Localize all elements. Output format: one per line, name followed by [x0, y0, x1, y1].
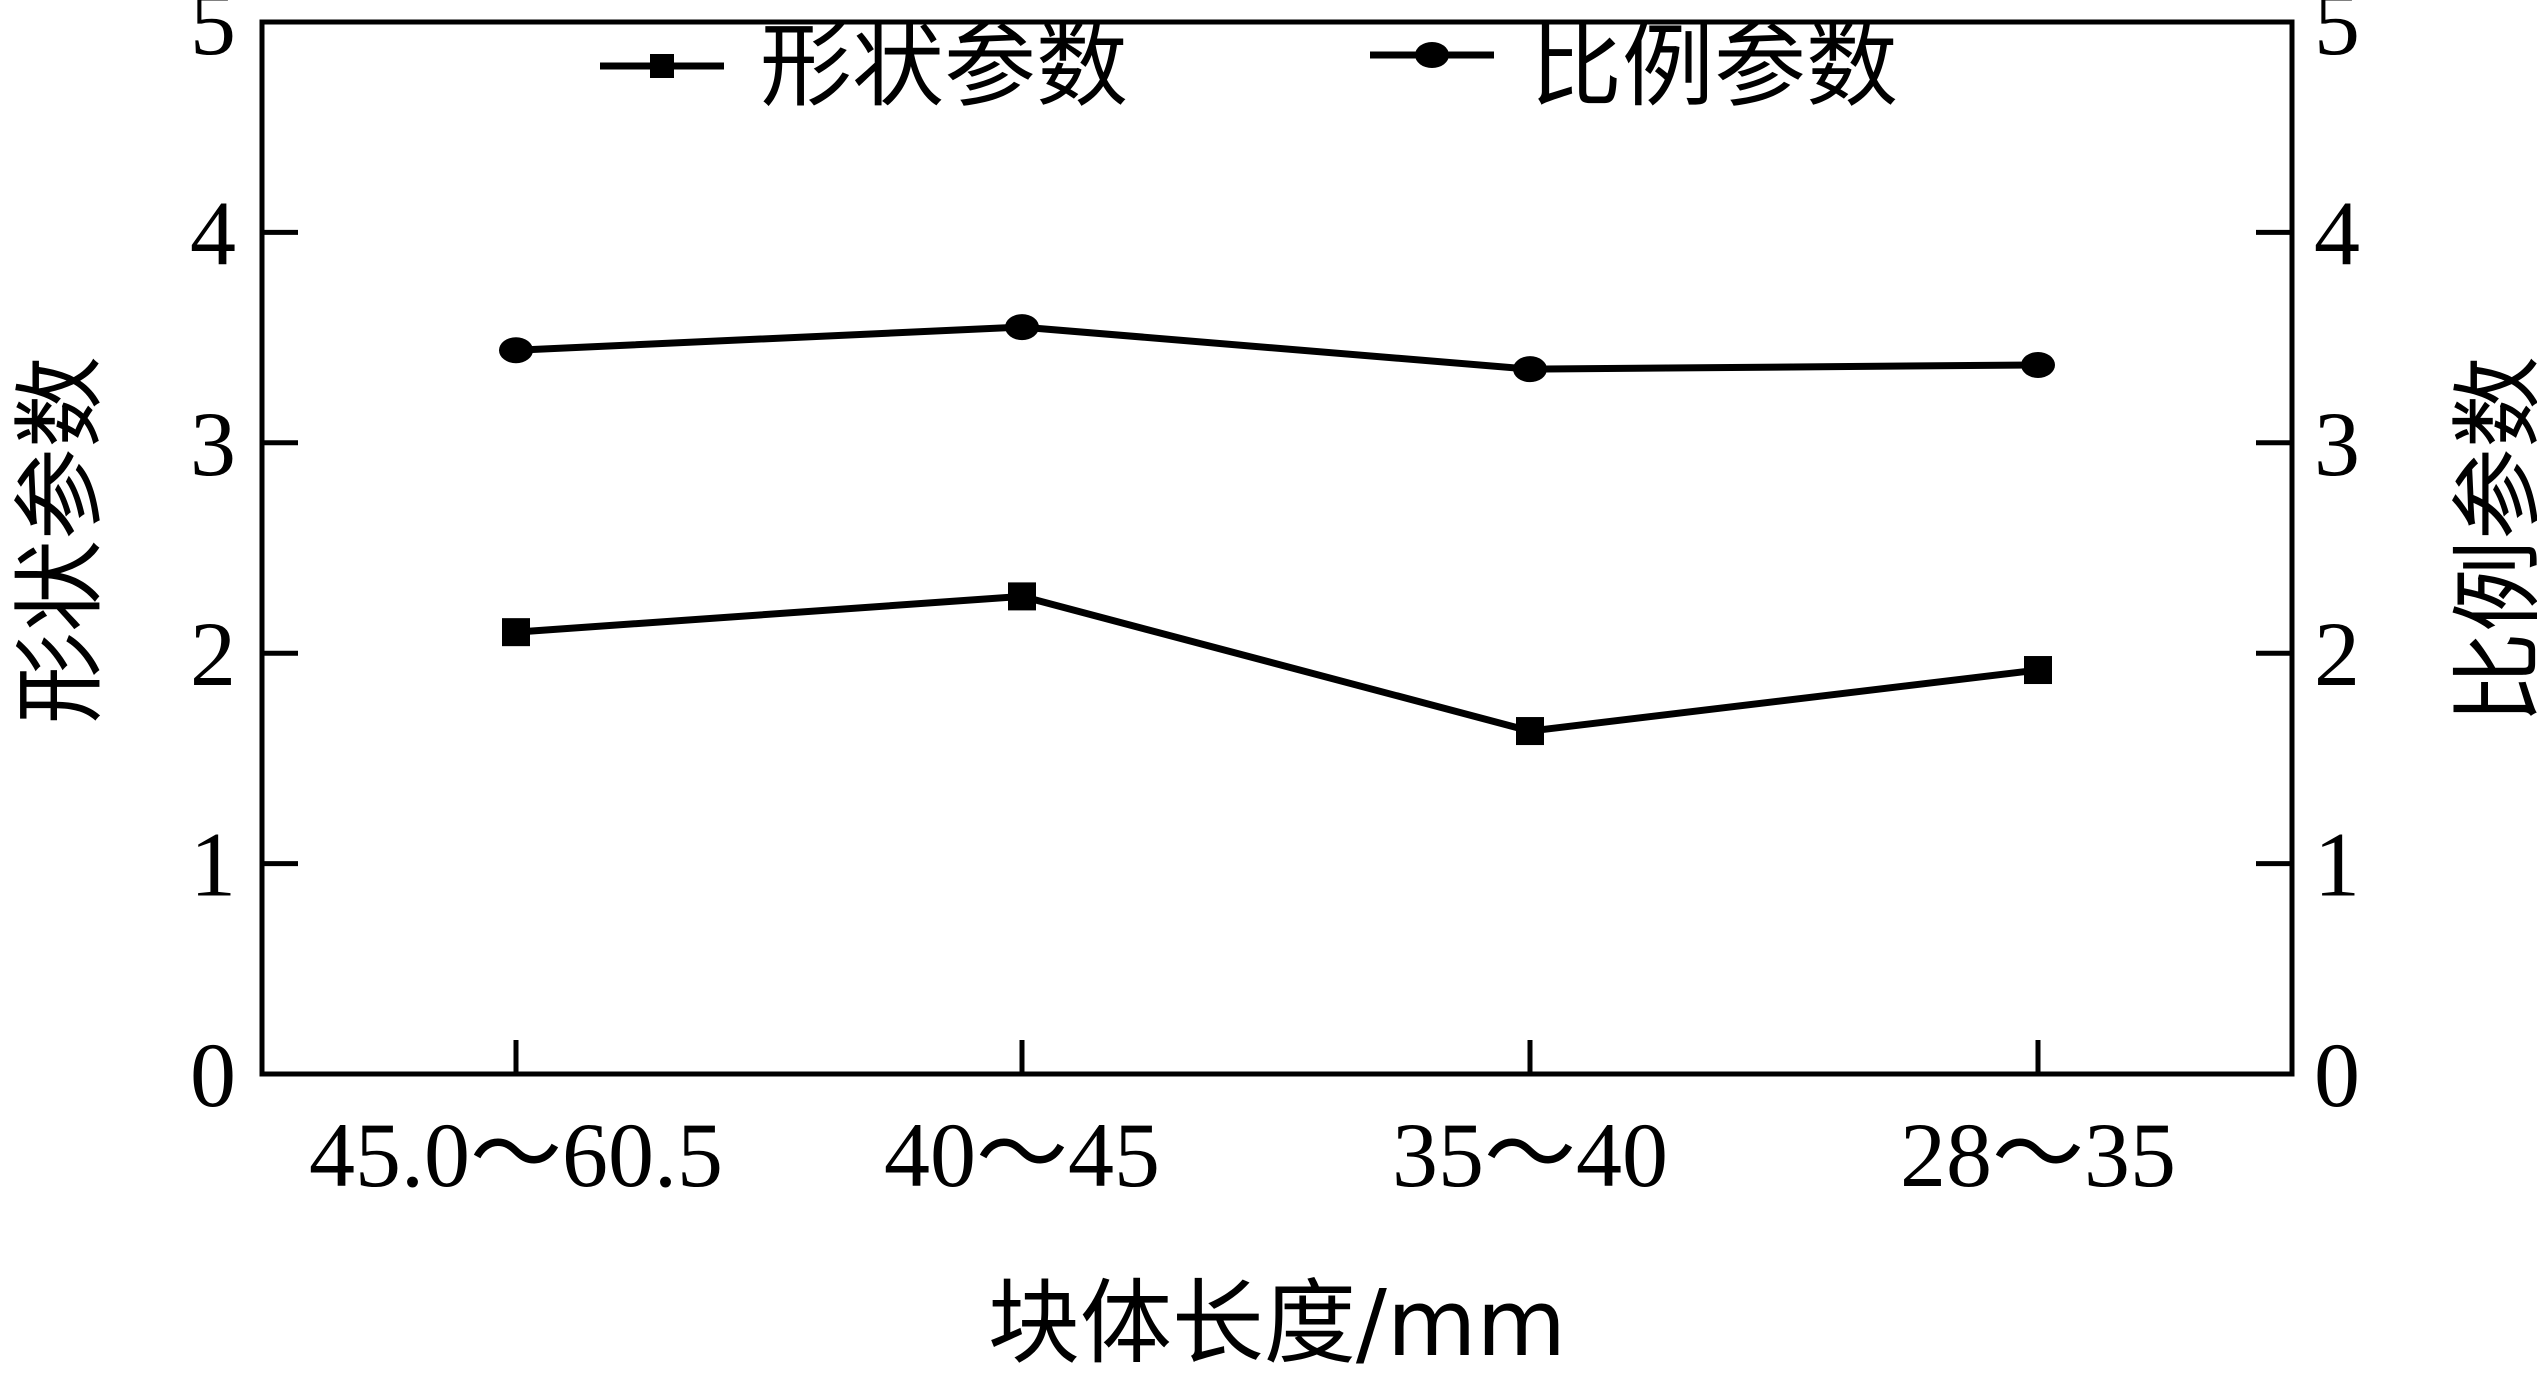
- legend: 形状参数 比例参数: [600, 13, 1898, 120]
- right-y-tick-label: 4: [2314, 182, 2360, 284]
- x-tick-label: 35～40: [1392, 1104, 1668, 1206]
- x-tick-label: 28～35: [1900, 1104, 2176, 1206]
- right-y-tick-label: 5: [2314, 0, 2360, 74]
- right-y-tick-label: 0: [2314, 1024, 2360, 1126]
- series-line: [515, 592, 2039, 735]
- data-point-square: [1008, 582, 1036, 611]
- axis-ticks: 0 0 1 1 2 2 3 3 4 4 5 5 45.0～60.5 40～45 35～40 28～35: [190, 0, 2360, 1206]
- data-point-square: [1516, 717, 1544, 746]
- left-y-axis-title: 形状参数: [7, 356, 114, 724]
- plot-frame: [259, 19, 2295, 1077]
- left-y-tick-label: 5: [190, 0, 236, 74]
- legend-marker-square: [650, 54, 674, 78]
- data-point-square: [502, 618, 530, 647]
- right-y-tick-label: 3: [2314, 393, 2360, 495]
- legend-item-shape-param: 形状参数: [600, 13, 1128, 120]
- legend-marker-circle: [1415, 42, 1449, 68]
- legend-label-shape-param: 形状参数: [760, 13, 1128, 120]
- data-series: [499, 314, 2055, 746]
- left-y-tick-label: 1: [190, 814, 236, 916]
- series-shape-param: [502, 582, 2052, 746]
- series-ratio-param: [499, 314, 2055, 383]
- right-y-axis-title: 比例参数: [2445, 356, 2537, 724]
- x-axis-title: 块体长度/mm: [988, 1270, 1566, 1376]
- axes: [259, 19, 2295, 1077]
- data-point-circle: [499, 337, 533, 364]
- data-point-circle: [2021, 351, 2055, 378]
- data-point-square: [2024, 656, 2052, 685]
- right-y-tick-label: 1: [2314, 814, 2360, 916]
- x-tick-label: 40～45: [884, 1104, 1160, 1206]
- right-y-tick-label: 2: [2314, 603, 2360, 705]
- left-y-tick-label: 2: [190, 603, 236, 705]
- data-point-circle: [1005, 314, 1039, 341]
- left-y-tick-label: 4: [190, 182, 236, 284]
- x-tick-label: 45.0～60.5: [309, 1104, 723, 1206]
- legend-item-ratio-param: 比例参数: [1370, 13, 1898, 120]
- series-line: [515, 323, 2039, 373]
- legend-label-ratio-param: 比例参数: [1530, 13, 1898, 120]
- left-y-tick-label: 0: [190, 1024, 236, 1126]
- data-point-circle: [1513, 356, 1547, 383]
- left-y-tick-label: 3: [190, 393, 236, 495]
